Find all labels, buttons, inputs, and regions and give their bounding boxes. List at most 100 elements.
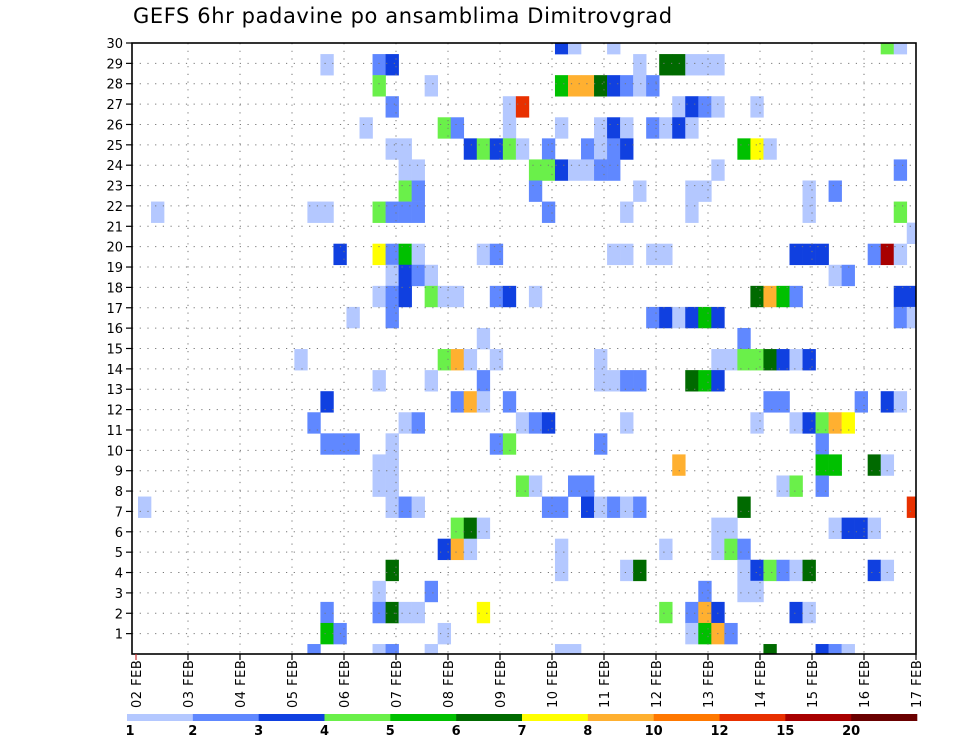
heatmap-cell: [398, 159, 412, 181]
heatmap-cell: [854, 391, 868, 413]
heatmap-cell: [541, 159, 556, 181]
heatmap-cell: [489, 285, 504, 308]
heatmap-cell: [424, 644, 438, 654]
y-tick-label: 22: [106, 200, 123, 215]
heatmap-cell: [307, 412, 321, 434]
heatmap-cell: [906, 306, 916, 329]
heatmap-cell: [815, 644, 829, 654]
heatmap-cell: [502, 117, 517, 139]
heatmap-cell: [489, 349, 504, 371]
heatmap-cell: [763, 559, 777, 582]
heatmap-cell: [698, 580, 712, 603]
heatmap-cell: [567, 159, 582, 181]
x-tick-label: 11 FEB: [598, 660, 613, 708]
y-tick-label: 10: [106, 444, 123, 459]
heatmap-cell: [685, 96, 699, 118]
heatmap-cell: [581, 496, 595, 518]
heatmap-cell: [307, 201, 321, 223]
heatmap-cell: [424, 370, 438, 392]
x-tick-label: 12 FEB: [650, 660, 665, 708]
heatmap-cell: [776, 391, 790, 413]
heatmap-cell: [815, 433, 829, 455]
heatmap-cell: [528, 475, 543, 497]
heatmap-cell: [489, 433, 504, 455]
heatmap-cell: [737, 349, 751, 371]
colorbar-label: 1: [125, 724, 134, 739]
chart-title: GEFS 6hr padavine po ansamblima Dimitrov…: [133, 4, 673, 28]
heatmap-cell: [607, 75, 621, 97]
heatmap-cell: [659, 306, 673, 329]
y-tick-label: 17: [106, 302, 123, 317]
y-tick-label: 2: [115, 607, 123, 622]
heatmap-cell: [554, 75, 569, 97]
heatmap-cell: [437, 285, 452, 308]
colorbar-segment: [456, 714, 523, 721]
heatmap-cell: [620, 243, 634, 266]
heatmap-cell: [372, 601, 386, 624]
heatmap-cell: [776, 349, 790, 371]
heatmap-cell: [789, 243, 803, 266]
heatmap-cell: [424, 580, 438, 603]
y-tick-label: 27: [106, 98, 123, 113]
x-tick-label: 08 FEB: [442, 660, 457, 708]
heatmap-cell: [685, 601, 699, 624]
heatmap-cell: [815, 475, 829, 497]
x-tick-label: 07 FEB: [390, 660, 405, 708]
heatmap-cell: [607, 43, 621, 55]
heatmap-cell: [711, 54, 725, 76]
heatmap-cell: [867, 454, 882, 476]
heatmap-cell: [750, 285, 764, 308]
x-tick-label: 10 FEB: [546, 660, 561, 708]
heatmap-cell: [554, 159, 569, 181]
heatmap-cell: [398, 264, 412, 287]
heatmap-cell: [776, 559, 790, 582]
heatmap-cell: [398, 180, 412, 202]
x-tick-label: 09 FEB: [494, 660, 509, 708]
heatmap-cell: [633, 496, 647, 518]
heatmap-cell: [424, 285, 438, 308]
heatmap-cell: [620, 412, 634, 434]
heatmap-cell: [385, 559, 399, 582]
heatmap-cell: [711, 538, 725, 561]
colorbar-segment: [192, 714, 259, 721]
colorbar-segment: [587, 714, 654, 721]
heatmap-cell: [711, 349, 725, 371]
heatmap-cell: [659, 117, 673, 139]
heatmap-cell: [685, 54, 699, 76]
heatmap-cell: [502, 138, 517, 160]
heatmap-cell: [554, 538, 569, 561]
heatmap-cell: [359, 117, 373, 139]
heatmap-cell: [724, 622, 738, 645]
colorbar-label: 6: [452, 724, 461, 739]
heatmap-cell: [554, 644, 569, 654]
colorbar-segment: [324, 714, 391, 721]
heatmap-cell: [659, 601, 673, 624]
heatmap-cell: [789, 349, 803, 371]
heatmap-cell: [815, 243, 829, 266]
heatmap-cell: [385, 96, 399, 118]
heatmap-cell: [320, 601, 334, 624]
heatmap-cell: [515, 475, 530, 497]
heatmap-cell: [698, 306, 712, 329]
y-tick-label: 13: [106, 383, 123, 398]
heatmap-cell: [737, 138, 751, 160]
heatmap-cell: [541, 496, 556, 518]
heatmap-cell: [476, 327, 491, 350]
heatmap-cell: [437, 117, 452, 139]
heatmap-cell: [685, 180, 699, 202]
heatmap-cell: [620, 117, 634, 139]
heatmap-cell: [620, 496, 634, 518]
heatmap-cell: [372, 201, 386, 223]
y-tick-label: 14: [106, 363, 123, 378]
heatmap-cell: [385, 433, 399, 455]
heatmap-cell: [346, 433, 360, 455]
x-tick-label: 13 FEB: [702, 660, 717, 708]
heatmap-cell: [893, 159, 908, 181]
heatmap-cell: [737, 580, 751, 603]
heatmap-cell: [763, 285, 777, 308]
heatmap-cell: [724, 538, 738, 561]
heatmap-cell: [372, 75, 386, 97]
heatmap-cell: [581, 159, 595, 181]
colorbar-label: 3: [254, 724, 263, 739]
